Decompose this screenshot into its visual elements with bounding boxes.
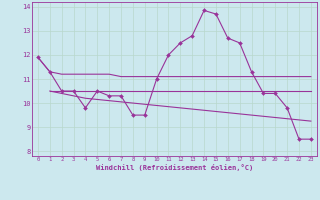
X-axis label: Windchill (Refroidissement éolien,°C): Windchill (Refroidissement éolien,°C) bbox=[96, 164, 253, 171]
